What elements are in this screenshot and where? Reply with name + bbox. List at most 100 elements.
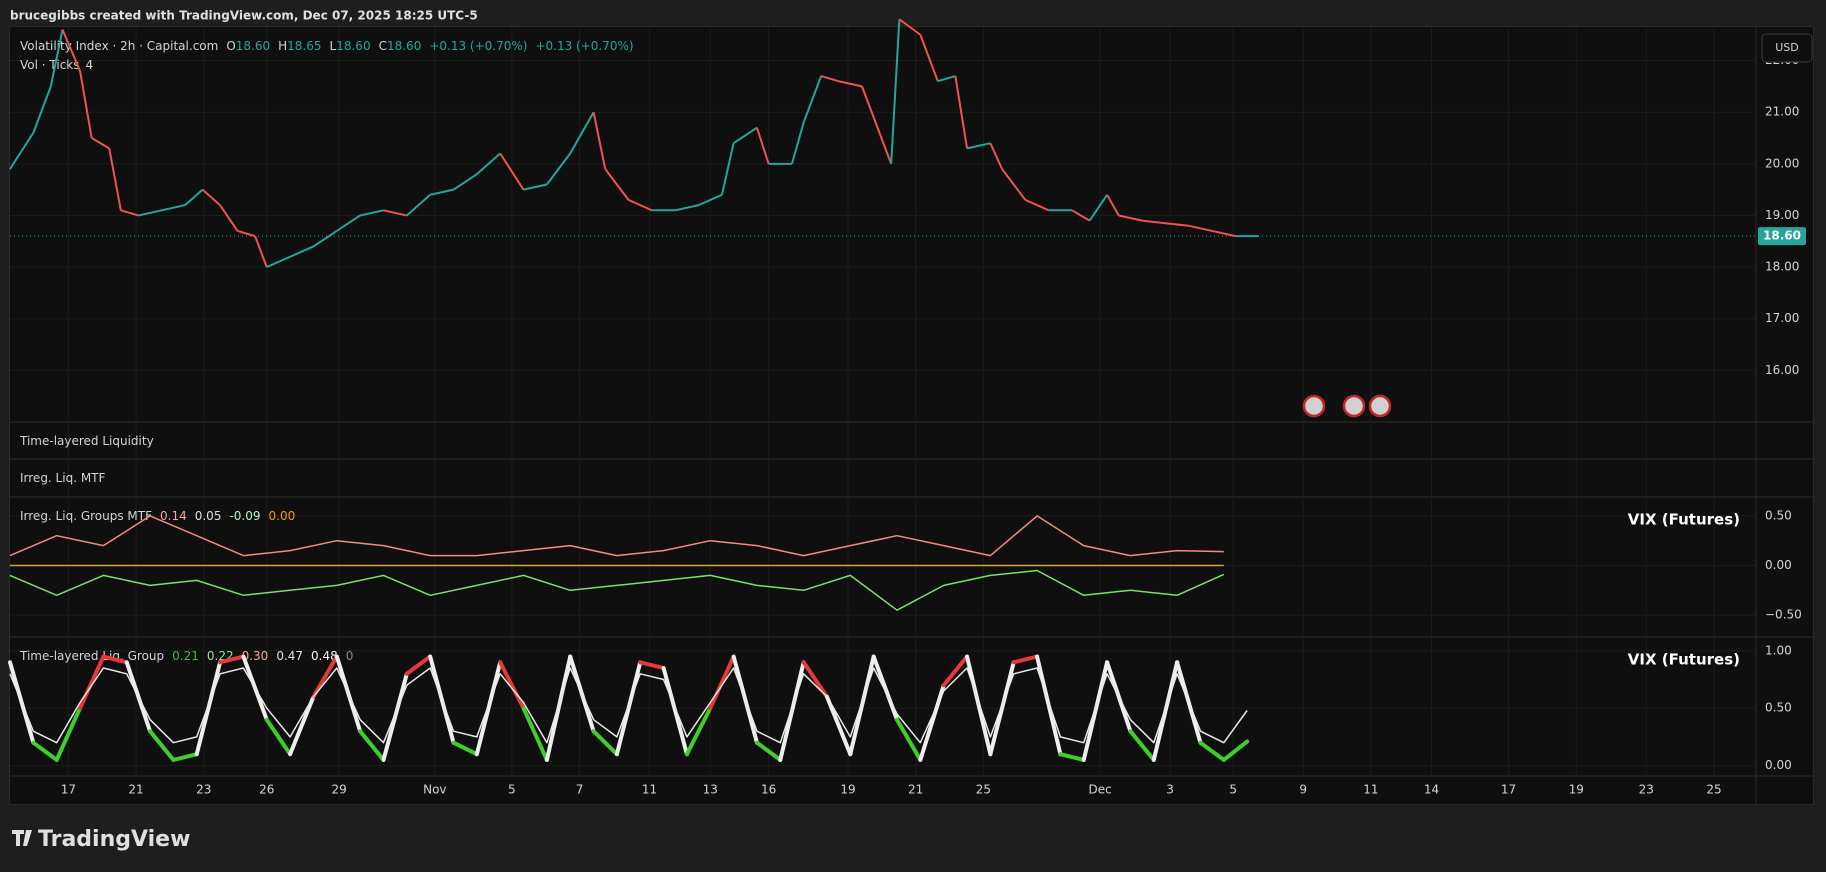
price-segment <box>476 152 501 175</box>
x-tick-label: Nov <box>423 783 446 797</box>
price-segment <box>161 204 186 212</box>
series-line <box>9 515 1224 557</box>
series-segment <box>288 694 316 757</box>
series-segment <box>708 654 736 711</box>
event-flag <box>1342 394 1366 418</box>
x-tick-label: 26 <box>259 783 274 797</box>
price-segment <box>499 152 525 191</box>
pane-label: VIX (Futures) <box>1628 651 1740 669</box>
series-segment <box>31 740 59 762</box>
currency-button[interactable] <box>1761 33 1813 63</box>
price-segment <box>569 111 595 154</box>
price-segment <box>429 188 454 196</box>
price-segment <box>219 204 239 232</box>
series-segment <box>754 740 783 762</box>
pane-title: Irreg. Liq. MTF <box>20 471 106 485</box>
price-segment <box>720 142 735 196</box>
price-segment <box>108 148 122 211</box>
x-tick-label: 9 <box>1299 783 1307 797</box>
price-segment <box>878 132 893 165</box>
price-segment <box>937 75 956 83</box>
last-price-badge <box>1758 227 1806 246</box>
brand: TradingView <box>38 827 190 852</box>
price-segment <box>91 137 110 150</box>
series-segment <box>474 660 503 757</box>
series-segment <box>311 654 339 699</box>
series-segment <box>801 660 829 699</box>
series-segment <box>171 752 199 762</box>
series-segment <box>941 654 970 688</box>
series-segment <box>965 654 993 757</box>
series-segment <box>895 717 923 762</box>
ohlc-key: L <box>330 39 337 53</box>
price-segment <box>523 183 548 191</box>
price-segment <box>1088 194 1108 222</box>
series-line <box>9 667 1248 744</box>
chart-area <box>9 26 1814 805</box>
event-flag <box>1368 394 1392 418</box>
series-segment <box>661 666 689 757</box>
price-segment <box>890 19 901 164</box>
series-segment <box>918 683 946 762</box>
price-segment <box>32 86 52 134</box>
price-segment <box>898 18 921 36</box>
series-segment <box>614 660 643 757</box>
series-segment <box>824 694 853 757</box>
y-tick-label: 20.00 <box>1765 156 1799 170</box>
pane-label: VIX (Futures) <box>1628 511 1740 529</box>
price-segment <box>791 122 805 165</box>
y-tick-label: 0.00 <box>1765 758 1792 772</box>
x-tick-label: 14 <box>1424 783 1439 797</box>
price-segment <box>1188 224 1213 232</box>
series-segment <box>451 740 479 757</box>
price-segment <box>336 214 361 232</box>
pane-title: Time-layered Liq. Group <box>19 649 164 663</box>
x-tick-label: 19 <box>840 783 855 797</box>
series-segment <box>684 706 713 757</box>
price-segment <box>1211 229 1236 238</box>
subtitle-value: 4 <box>86 58 94 72</box>
price-segment <box>138 209 162 217</box>
x-tick-label: 7 <box>576 783 584 797</box>
chart-layer: 17 21 23 26 29 Nov 5 7 11 13 16 19 21 25 Dec 3 5 9 11 14 17 1… <box>8 18 1813 804</box>
series-segment <box>264 717 293 757</box>
price-segment <box>79 70 93 139</box>
x-tick-label: 17 <box>61 783 76 797</box>
price-segment <box>698 193 723 207</box>
pane-legend: Volatility Index · 2h · Capital.com O18.6… <box>20 39 634 53</box>
series-segment <box>1011 654 1040 665</box>
price-segment <box>861 86 881 134</box>
price-segment <box>1071 209 1091 222</box>
price-segment <box>184 188 204 206</box>
price-segment <box>9 132 35 170</box>
ohlc-value: 18.60 <box>336 39 370 53</box>
x-tick-label: Dec <box>1088 783 1111 797</box>
series-segment <box>544 654 573 762</box>
x-tick-label: 23 <box>1639 783 1654 797</box>
x-tick-label: 23 <box>196 783 211 797</box>
pane-legend: Irreg. Liq. MTF <box>20 471 106 485</box>
ohlc-value: 18.65 <box>287 39 321 53</box>
pane-legend: Irreg. Liq. Groups MTF 0.14 0.05 -0.09 0.00 <box>20 509 295 523</box>
price-segment <box>756 127 770 165</box>
series-segment <box>1221 739 1250 762</box>
price-segment <box>838 80 863 88</box>
series-segment <box>591 729 619 757</box>
x-tick-label: 25 <box>976 783 991 797</box>
x-tick-label: 5 <box>508 783 516 797</box>
currency[interactable]: USD <box>1775 41 1799 54</box>
ohlc-key: O <box>226 39 235 53</box>
ohlc-value: 18.60 <box>236 39 270 53</box>
x-tick-label: 13 <box>703 783 718 797</box>
series-segment <box>404 654 433 676</box>
pane-legend: Time-layered Liquidity <box>19 434 154 448</box>
x-tick-label: 21 <box>908 783 923 797</box>
y-tick-label: −0.50 <box>1765 608 1802 622</box>
price-segment <box>675 204 699 212</box>
subtitle: Vol · Ticks <box>20 58 80 72</box>
price-segment <box>546 152 572 186</box>
legend-value: 0.47 <box>276 649 303 663</box>
pane-legend: Time-layered Liq. Group 0.21 0.22 0.30 0.47 0… <box>19 649 353 663</box>
price-segment <box>604 168 630 201</box>
